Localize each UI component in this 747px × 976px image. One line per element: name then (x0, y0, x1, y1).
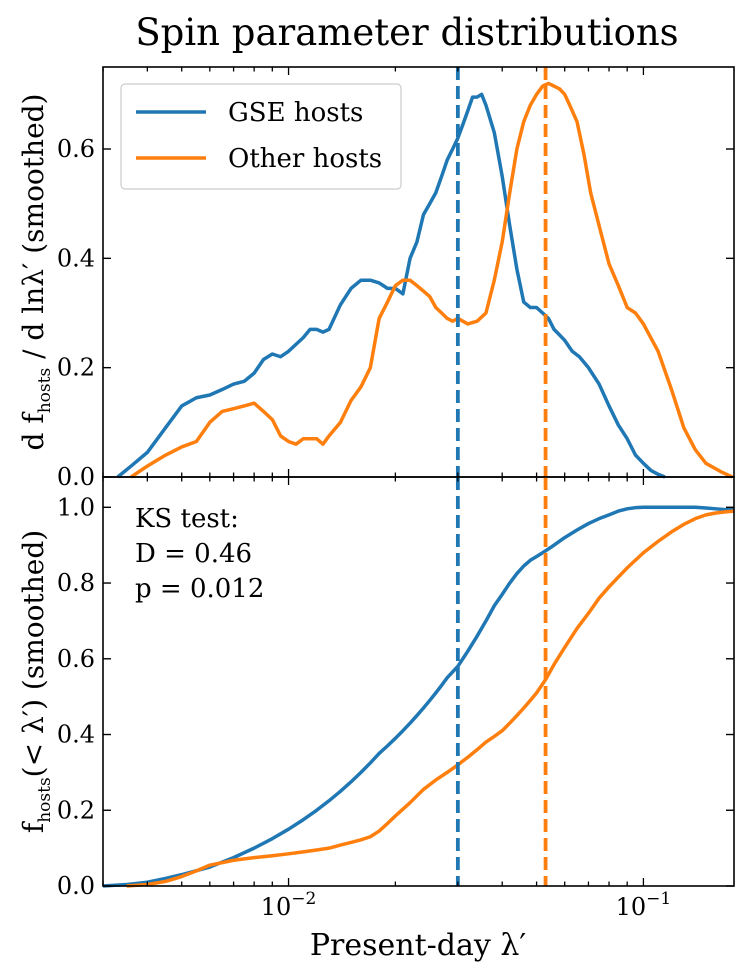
cdf-ytick-label: 0.4 (57, 721, 95, 749)
ks-annotation: KS test: D = 0.46 p = 0.012 (135, 504, 264, 604)
pdf-ytick-label: 0.2 (57, 354, 95, 382)
ks-d-statistic: D = 0.46 (135, 539, 252, 569)
ks-title: KS test: (135, 504, 239, 534)
cdf-ytick-label: 0.2 (57, 796, 95, 824)
cdf-ytick-label: 0.8 (57, 569, 95, 597)
legend: GSE hosts Other hosts (120, 83, 402, 190)
pdf-line-gse (116, 92, 666, 479)
pdf-panel: 0.0 0.2 0.4 0.6 d fhosts / d lnλ′ (smoothed… (17, 66, 735, 491)
cdf-ytick-label: 1.0 (57, 493, 95, 521)
pdf-y-axis-label: d fhosts / d lnλ′ (smoothed) (17, 94, 55, 451)
cdf-ytick-label: 0.6 (57, 645, 95, 673)
ks-p-value: p = 0.012 (135, 574, 264, 604)
pdf-line-other (130, 81, 734, 479)
cdf-axes-frame (102, 476, 735, 887)
cdf-line-gse (102, 505, 735, 888)
x-tick-labels: 10−2 10−1 (261, 889, 671, 921)
x-tick-label: 10−1 (616, 889, 672, 921)
cdf-line-other (126, 509, 735, 888)
x-axis-label: Present-day λ′ (310, 928, 527, 963)
legend-label-gse: GSE hosts (228, 98, 363, 128)
pdf-ytick-label: 0.4 (57, 244, 95, 272)
x-tick-label: 10−2 (261, 889, 317, 921)
cdf-ytick-label: 0.0 (57, 872, 95, 900)
pdf-ytick-label: 0.0 (57, 463, 95, 491)
legend-label-other: Other hosts (228, 144, 382, 174)
cdf-y-axis-label: fhosts(< λ′) (smoothed) (17, 530, 55, 833)
pdf-ytick-label: 0.6 (57, 135, 95, 163)
chart-title: Spin parameter distributions (135, 11, 678, 54)
cdf-panel: 0.0 0.2 0.4 0.6 0.8 1.0 fhosts(< λ′) (smoothe… (17, 476, 735, 900)
